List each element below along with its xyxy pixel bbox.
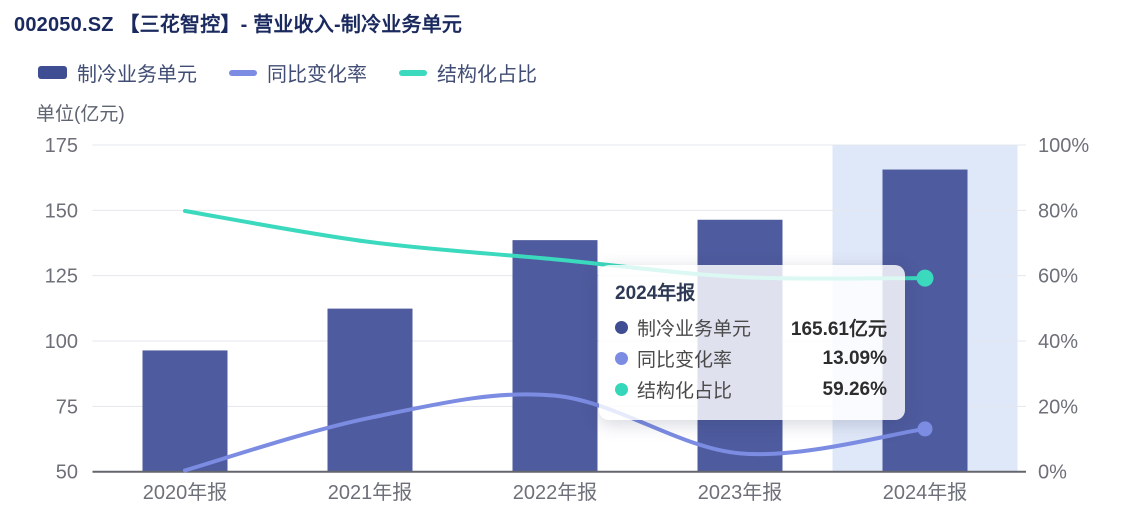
legend-label: 制冷业务单元: [77, 64, 197, 86]
right-axis-tick-label: 100%: [1038, 135, 1089, 157]
bar-2020年报[interactable]: [142, 350, 228, 472]
x-axis-category-label: 2023年报: [698, 481, 783, 504]
legend-label: 结构化占比: [437, 64, 537, 86]
tooltip-series-value: 165.61亿元: [790, 319, 887, 340]
right-axis-tick-label: 60%: [1038, 266, 1078, 288]
left-axis-tick-label: 150: [45, 200, 78, 222]
left-axis-tick-label: 100: [45, 331, 78, 353]
legend-label: 同比变化率: [267, 64, 367, 86]
left-axis-tick-label: 125: [45, 266, 78, 288]
yoy-marker-dot[interactable]: [917, 421, 933, 437]
tooltip-series-label: 制冷业务单元: [637, 319, 752, 340]
tooltip-series-value: 13.09%: [822, 347, 887, 369]
line-series-swatch-icon: [399, 69, 427, 76]
tooltip-row: 同比变化率 13.09%: [615, 343, 887, 374]
legend-item-structural-share[interactable]: 结构化占比: [399, 58, 537, 87]
tooltip: 2024年报 制冷业务单元 165.61亿元 同比变化率 13.09% 结构化占…: [599, 265, 905, 420]
tooltip-series-value: 59.26%: [822, 378, 887, 400]
series-dot-icon: [615, 383, 628, 396]
x-axis-category-label: 2020年报: [143, 481, 228, 504]
tooltip-title: 2024年报: [615, 283, 696, 304]
tooltip-series-label: 结构化占比: [637, 381, 733, 402]
unit-label: 单位(亿元): [36, 104, 125, 125]
bar-2022年报[interactable]: [512, 240, 598, 472]
left-axis-tick-label: 75: [56, 396, 78, 418]
legend-item-refrigeration-unit[interactable]: 制冷业务单元: [38, 58, 197, 87]
tooltip-row: 制冷业务单元 165.61亿元: [615, 312, 887, 343]
tooltip-row: 结构化占比 59.26%: [615, 374, 887, 405]
yoy-line[interactable]: [183, 392, 927, 473]
series-dot-icon: [615, 321, 628, 334]
page-title: 002050.SZ 【三花智控】- 营业收入-制冷业务单元: [14, 14, 463, 36]
x-axis-category-label: 2022年报: [513, 481, 598, 504]
x-axis-category-label: 2024年报: [883, 481, 968, 504]
bar-series-swatch-icon: [38, 66, 67, 79]
bar-2021年报[interactable]: [327, 308, 413, 472]
share-marker-dot[interactable]: [916, 269, 934, 287]
right-axis-tick-label: 0%: [1038, 462, 1067, 484]
right-axis-tick-label: 80%: [1038, 200, 1078, 222]
legend-item-yoy-change[interactable]: 同比变化率: [229, 58, 367, 87]
legend: 制冷业务单元 同比变化率 结构化占比: [38, 58, 537, 87]
tooltip-series-label: 同比变化率: [637, 350, 733, 371]
line-series-swatch-icon: [229, 69, 257, 76]
x-axis-category-label: 2021年报: [328, 481, 413, 504]
right-axis-tick-label: 40%: [1038, 331, 1078, 353]
left-axis-tick-label: 175: [45, 135, 78, 157]
right-axis-tick-label: 20%: [1038, 396, 1078, 418]
left-axis-tick-label: 50: [56, 462, 78, 484]
series-dot-icon: [615, 352, 628, 365]
